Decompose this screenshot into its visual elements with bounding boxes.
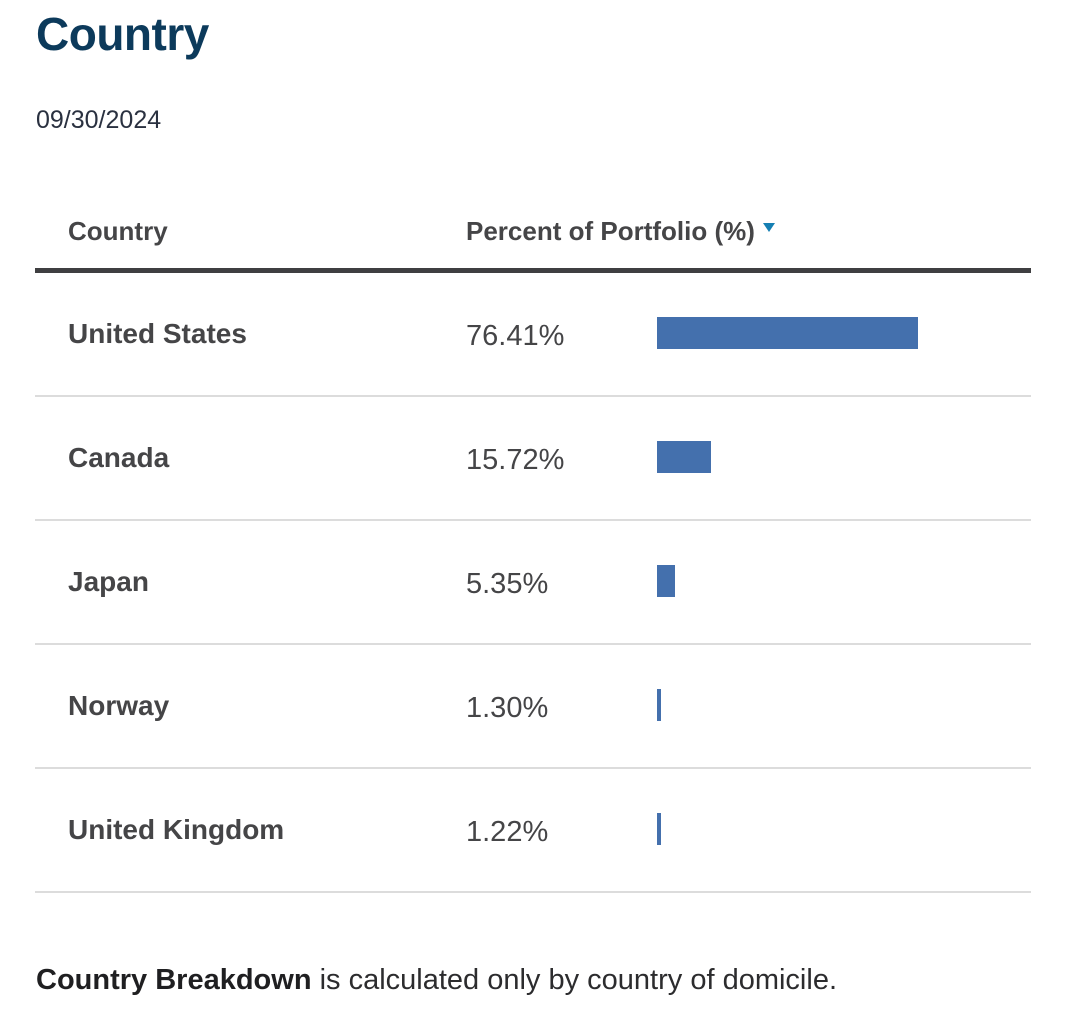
percent-bar: [657, 689, 661, 721]
percent-bar: [657, 441, 711, 473]
column-header-percent-label: Percent of Portfolio (%): [466, 216, 755, 246]
column-header-country: Country: [68, 216, 168, 246]
country-name: United Kingdom: [68, 814, 285, 845]
country-table: Country Percent of Portfolio (%) United …: [35, 196, 1031, 893]
table-row: United Kingdom 1.22%: [35, 769, 1031, 893]
as-of-date: 09/30/2024: [36, 106, 162, 134]
column-header-percent[interactable]: Percent of Portfolio (%): [466, 214, 775, 248]
percent-bar: [657, 813, 661, 845]
percent-value: 1.30%: [466, 692, 549, 724]
percent-value: 1.22%: [466, 816, 549, 848]
percent-bar: [657, 565, 675, 597]
percent-value: 5.35%: [466, 568, 549, 600]
page-title: Country: [36, 8, 209, 60]
footnote-bold: Country Breakdown: [36, 964, 312, 996]
table-row: Japan 5.35%: [35, 521, 1031, 645]
footnote-text: is calculated only by country of domicil…: [311, 964, 838, 996]
percent-value: 76.41%: [466, 320, 565, 352]
percent-bar: [657, 317, 918, 349]
country-name: Norway: [68, 690, 170, 721]
table-row: Canada 15.72%: [35, 397, 1031, 521]
table-header: Country Percent of Portfolio (%): [35, 196, 1031, 273]
table-body: United States 76.41% Canada 15.72% Japan 5.35…: [35, 273, 1031, 893]
country-name: Canada: [68, 442, 170, 473]
table-row: Norway 1.30%: [35, 645, 1031, 769]
country-name: United States: [68, 318, 247, 349]
country-name: Japan: [68, 566, 149, 597]
percent-value: 15.72%: [466, 444, 565, 476]
sort-descending-icon[interactable]: [762, 222, 775, 232]
table-row: United States 76.41%: [35, 273, 1031, 397]
footnote: Country Breakdown is calculated only by …: [36, 962, 837, 998]
